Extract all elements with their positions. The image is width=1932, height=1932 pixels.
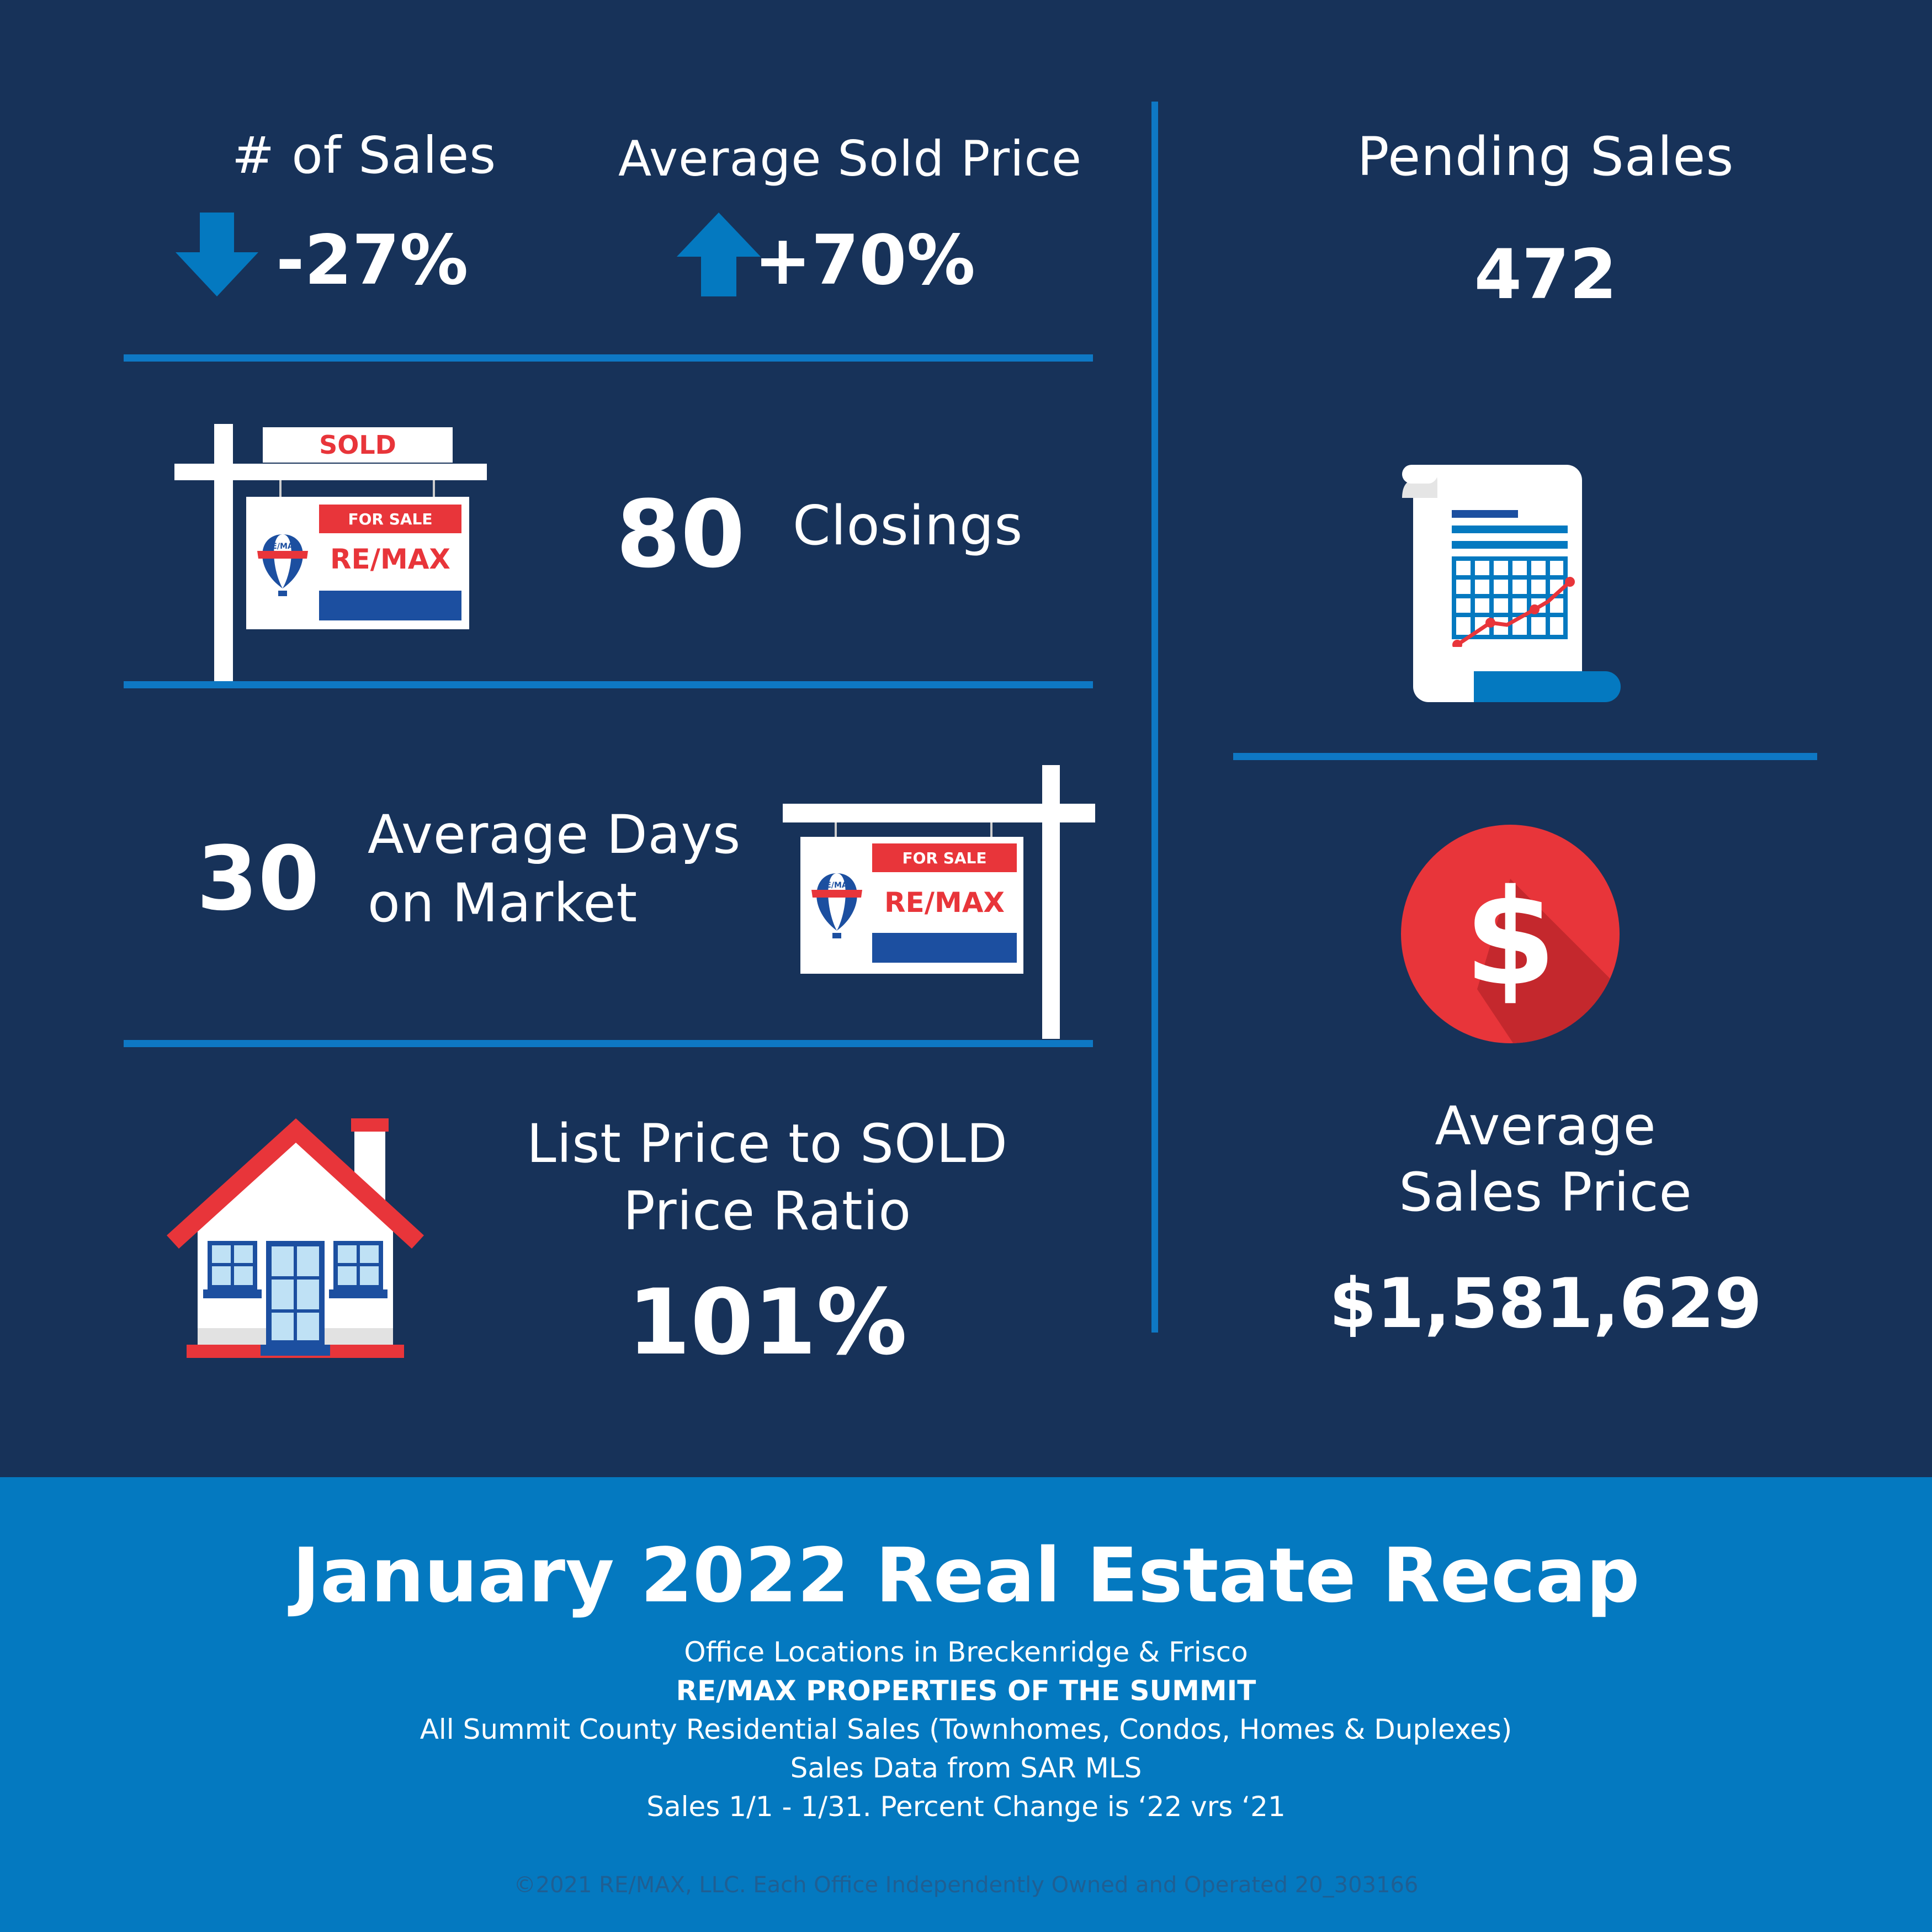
svg-text:$: $ [1464, 861, 1557, 1015]
up-arrow-icon [677, 213, 761, 296]
divider-2 [124, 681, 1093, 688]
divider-1 [124, 354, 1093, 362]
sold-sign-balloon-text: RE/MAX [266, 542, 299, 551]
report-chart-icon [1402, 465, 1621, 702]
footer-copyright: ©2021 RE/MAX, LLC. Each Office Independe… [513, 1872, 1419, 1898]
footer-scope: All Summit County Residential Sales (Tow… [420, 1713, 1512, 1745]
sold-sign-for-sale-text: FOR SALE [348, 510, 432, 528]
for-sale-sign-icon: FOR SALE RE/MAX RE/MAX [783, 765, 1095, 1039]
vertical-divider [1151, 102, 1158, 1333]
house-icon [167, 1118, 424, 1358]
sales-label: # of Sales [232, 126, 497, 185]
divider-right [1233, 753, 1817, 760]
pending-value: 472 [1474, 235, 1617, 315]
balloon-icon: RE/MAX [257, 534, 308, 596]
avg-sales-label-line2: Sales Price [1399, 1161, 1692, 1223]
closings-label: Closings [793, 495, 1023, 558]
for-sale-text: FOR SALE [902, 849, 986, 867]
avg-sales-label-line1: Average [1435, 1095, 1657, 1157]
days-value: 30 [197, 827, 320, 930]
footer-title: January 2022 Real Estate Recap [292, 1532, 1640, 1620]
ratio-value: 101% [627, 1270, 907, 1375]
down-arrow-icon [176, 213, 258, 296]
sold-price-change: +70% [754, 221, 975, 300]
sold-sign-icon: SOLD FOR SALE RE/MAX RE/MAX [174, 424, 487, 681]
ratio-label-line1: List Price to SOLD [527, 1113, 1008, 1175]
footer-data-source: Sales Data from SAR MLS [790, 1752, 1142, 1784]
days-label-line2: on Market [368, 872, 638, 934]
days-label-line1: Average Days [368, 804, 741, 866]
balloon-icon: RE/MAX [811, 873, 862, 938]
footer: January 2022 Real Estate Recap Office Lo… [0, 1477, 1932, 1932]
sold-sign-brand-text: RE/MAX [330, 543, 450, 575]
avg-sales-value: $1,581,629 [1329, 1264, 1763, 1344]
sold-text: SOLD [319, 430, 396, 460]
closings-value: 80 [616, 480, 745, 588]
footer-office-locations: Office Locations in Breckenridge & Frisc… [684, 1636, 1248, 1668]
for-sale-balloon-text: RE/MAX [820, 881, 853, 890]
divider-3 [124, 1040, 1093, 1047]
footer-date-range: Sales 1/1 - 1/31. Percent Change is ‘22 … [646, 1791, 1286, 1823]
ratio-label-line2: Price Ratio [623, 1180, 912, 1242]
sold-price-label: Average Sold Price [618, 130, 1082, 187]
dollar-coin-icon: $ [1401, 825, 1620, 1043]
sales-change: -27% [276, 221, 469, 300]
for-sale-brand-text: RE/MAX [884, 887, 1005, 919]
footer-brokerage-name: RE/MAX PROPERTIES OF THE SUMMIT [676, 1675, 1256, 1707]
pending-label: Pending Sales [1357, 126, 1734, 188]
